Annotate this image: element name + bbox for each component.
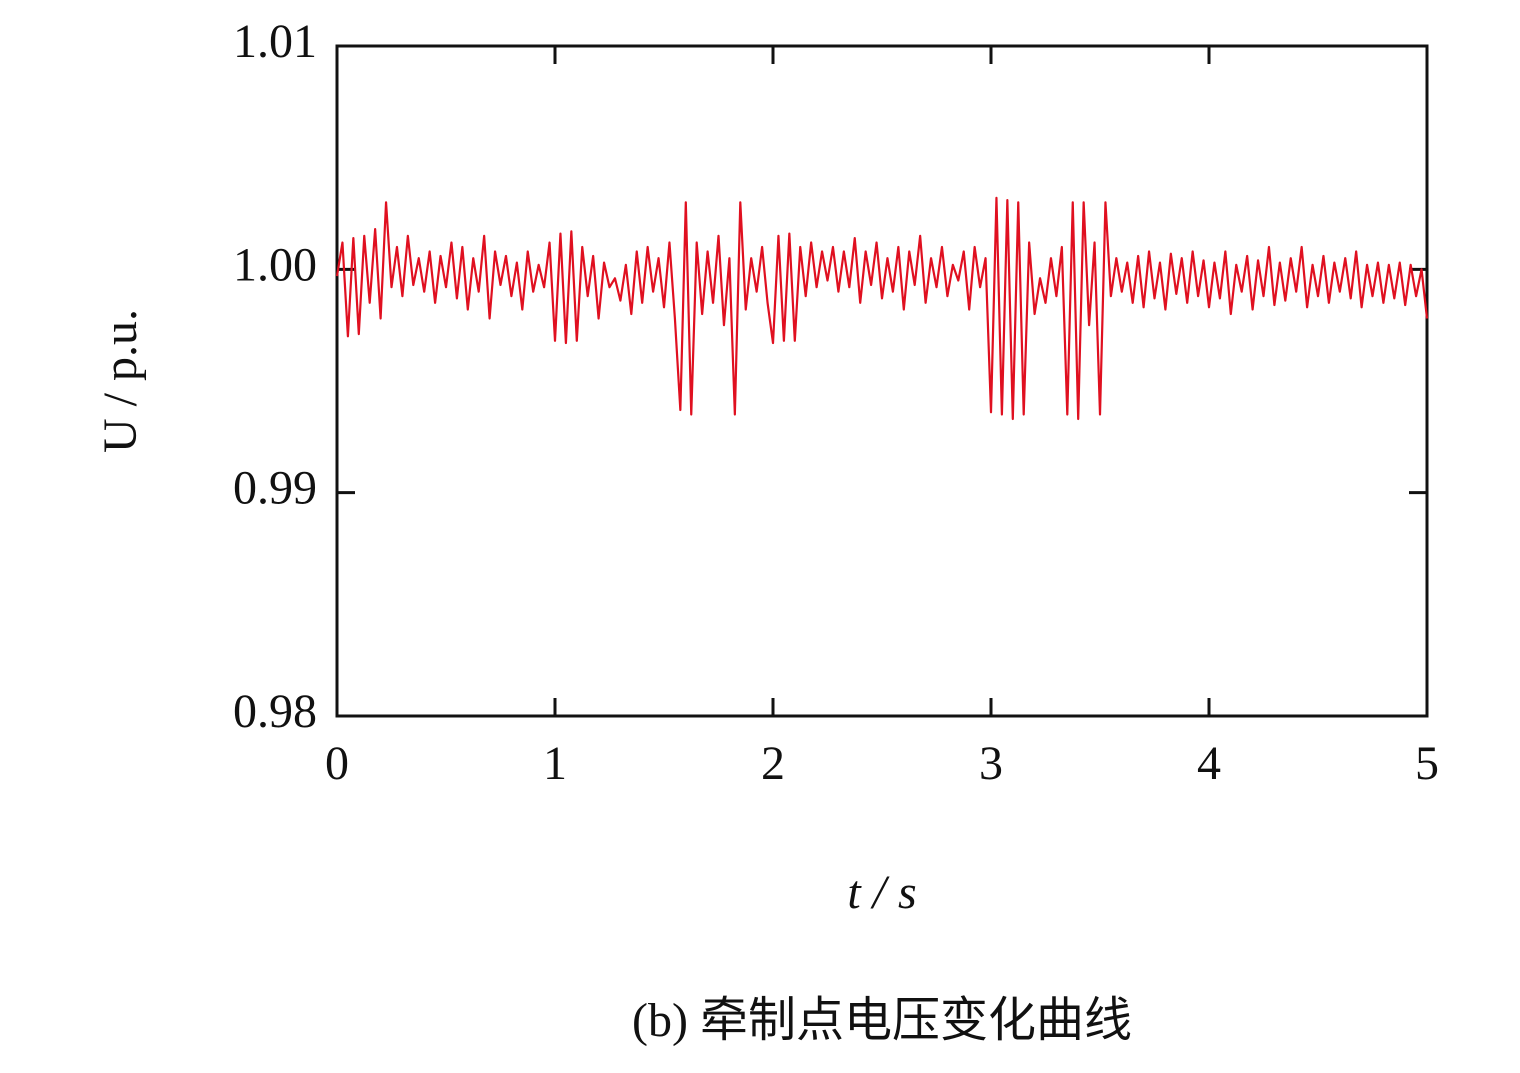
y-axis-label: U / p.u. — [94, 309, 147, 453]
y-tick-label: 0.99 — [233, 462, 317, 515]
x-tick-label: 3 — [979, 737, 1003, 790]
plot-frame — [335, 44, 1429, 718]
x-tick-label: 5 — [1415, 737, 1439, 790]
y-tick-label: 0.98 — [233, 685, 317, 738]
x-tick-label: 0 — [325, 737, 349, 790]
chart-title: (b) 牵制点电压变化曲线 — [632, 994, 1132, 1047]
x-tick-label: 2 — [761, 737, 785, 790]
data-line — [335, 196, 1429, 421]
x-tick-label: 1 — [543, 737, 567, 790]
y-tick-label: 1.01 — [233, 15, 317, 68]
y-tick-label: 1.00 — [233, 238, 317, 291]
x-tick-label: 4 — [1197, 737, 1221, 790]
x-axis-label: t / s — [847, 866, 916, 919]
